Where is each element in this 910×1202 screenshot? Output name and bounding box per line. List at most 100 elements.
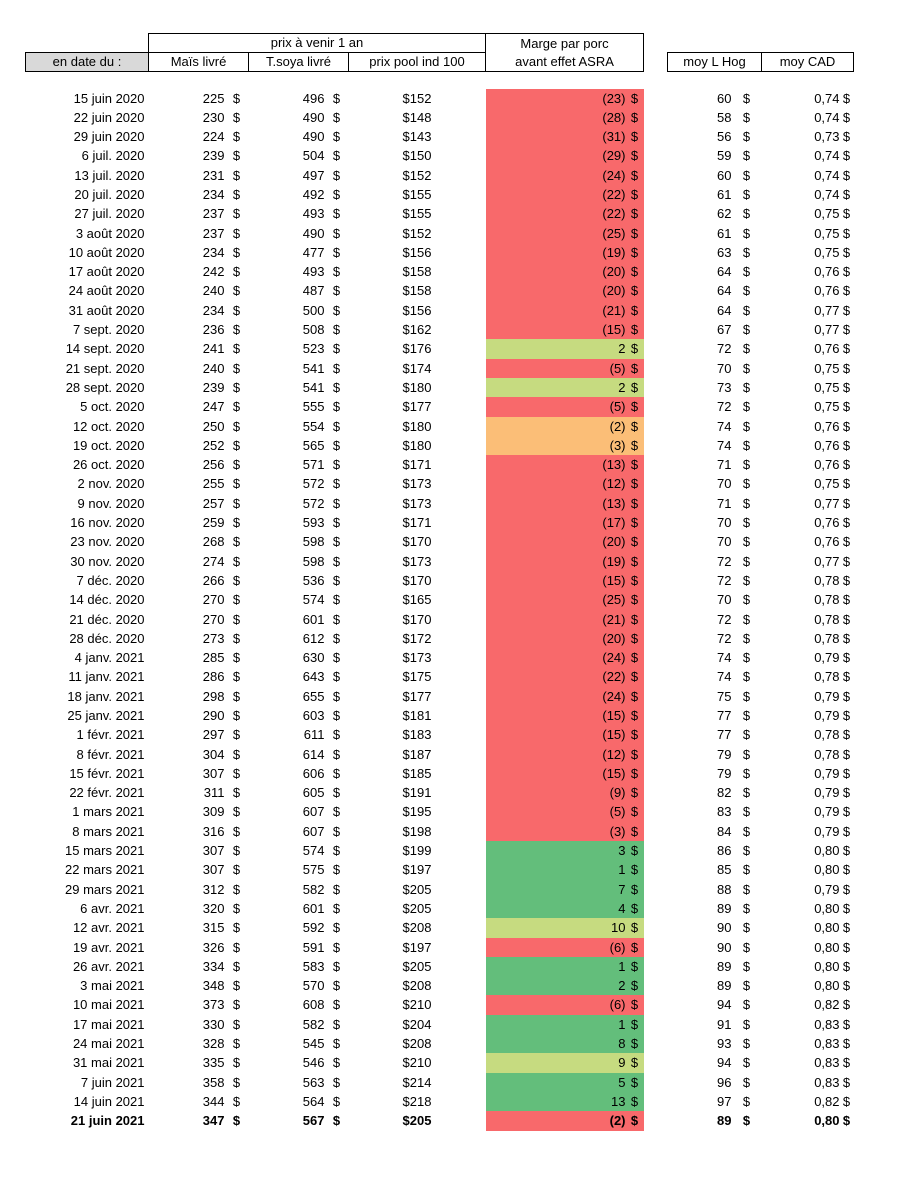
mais-cell: 328 $ [149,1034,249,1053]
cad-cell-value: 0,79 [814,708,840,723]
soya-cell: 541 $ [249,359,349,378]
hog-cell-value: 70 [717,534,732,550]
mais-cell-value: 257 [202,495,225,511]
marge-cell: 13 $ [485,1091,644,1112]
soya-cell: 546 $ [249,1053,349,1072]
currency-symbol: $ [332,843,341,859]
currency-symbol: $ [232,322,241,338]
cad-cell-value: 0,80 [814,939,840,955]
cad-cell-value: 0,76 [814,534,840,550]
hog-cell: 62 $ [668,204,762,223]
cad-cell: 0,76 $ [762,532,854,551]
table-row: 11 janv. 2021 286 $643 $ $175 (22) $74 $0,78 $ [26,667,854,687]
currency-symbol: $ [332,515,341,531]
currency-symbol: $ [232,630,241,646]
mais-cell: 237 $ [149,204,249,223]
cad-cell-value: 0,75 [814,399,840,415]
currency-symbol: $ [332,109,341,125]
mais-cell: 256 $ [149,455,249,474]
currency-symbol: $ [742,765,751,781]
mais-cell-value: 270 [202,611,225,627]
soya-cell: 572 $ [249,494,349,513]
currency-symbol: $ [630,572,639,588]
soya-cell: 574 $ [249,590,349,609]
currency-symbol: $ [232,418,241,434]
mais-cell-value: 237 [202,206,225,222]
hog-cell: 61 $ [668,185,762,204]
hog-cell-value: 82 [717,785,732,801]
hog-cell-value: 72 [717,572,732,588]
currency-symbol: $ [630,843,639,859]
soya-cell-value: 598 [302,534,325,550]
marge-cell-value: (3) [609,823,626,839]
marge-cell: (20) $ [485,532,644,552]
cad-cell-value: 0,76 [814,437,840,453]
hog-cell-value: 59 [717,148,732,164]
cad-cell-value: 0,75 [814,206,840,222]
date-cell: 12 avr. 2021 [72,920,145,936]
soya-cell-value: 607 [302,823,325,839]
mais-cell: 252 $ [149,436,249,455]
cad-cell: 0,76 $ [762,417,854,436]
column-gap [644,918,668,937]
corner-blank [26,34,149,53]
hog-cell: 72 $ [668,552,762,571]
hog-cell-value: 74 [717,437,732,453]
date-cell: 7 juin 2021 [80,1074,145,1090]
header-marge: Marge par porc avant effet ASRA [485,33,644,72]
currency-symbol: $ [232,900,241,916]
mais-cell: 255 $ [149,474,249,493]
cad-cell-value: 0,82 [814,1093,840,1109]
soya-cell-value: 541 [302,379,325,395]
mais-cell-value: 315 [202,920,225,936]
column-gap [644,1034,668,1053]
cad-cell: 0,80 $ [762,918,854,937]
mais-cell: 225 $ [149,89,249,108]
marge-cell-value: 10 [611,920,626,936]
marge-cell: (31) $ [485,127,644,147]
mais-cell-value: 234 [202,302,225,318]
date-cell: 3 mai 2021 [80,978,145,994]
column-gap [644,339,668,358]
currency-symbol: $ [842,534,851,550]
cad-cell-value: 0,83 [814,1016,840,1032]
currency-symbol: $ [232,341,241,357]
column-gap [644,494,668,513]
mais-cell-value: 309 [202,804,225,820]
marge-cell: 3 $ [485,841,644,861]
pool-cell: $172 [402,630,432,646]
cad-cell-value: 0,80 [814,1113,840,1129]
currency-symbol: $ [630,592,639,608]
soya-cell-value: 601 [302,611,325,627]
column-gap [644,89,668,108]
currency-symbol: $ [332,322,341,338]
cad-cell-value: 0,78 [814,727,840,743]
mais-cell-value: 242 [202,264,225,280]
currency-symbol: $ [232,437,241,453]
currency-symbol: $ [742,688,751,704]
mais-cell: 241 $ [149,339,249,358]
marge-cell: 5 $ [485,1072,644,1092]
cad-cell-value: 0,79 [814,881,840,897]
currency-symbol: $ [842,322,851,338]
table-row: 2 nov. 2020 255 $572 $ $173 (12) $70 $0,75 $ [26,474,854,494]
currency-symbol: $ [232,476,241,492]
currency-symbol: $ [742,823,751,839]
date-cell: 4 janv. 2021 [74,650,145,666]
marge-cell-value: (20) [602,264,626,280]
currency-symbol: $ [630,1074,639,1090]
mais-cell-value: 335 [202,1055,225,1071]
currency-symbol: $ [630,399,639,415]
soya-cell: 563 $ [249,1073,349,1092]
hog-cell: 96 $ [668,1073,762,1092]
soya-cell-value: 582 [302,1016,325,1032]
hog-cell: 60 $ [668,166,762,185]
marge-cell-value: (2) [609,418,626,434]
cad-cell-value: 0,74 [814,186,840,202]
currency-symbol: $ [630,437,639,453]
cad-cell: 0,78 $ [762,571,854,590]
soya-cell-value: 496 [302,90,325,106]
currency-symbol: $ [742,457,751,473]
currency-symbol: $ [742,1074,751,1090]
hog-cell-value: 88 [717,881,732,897]
